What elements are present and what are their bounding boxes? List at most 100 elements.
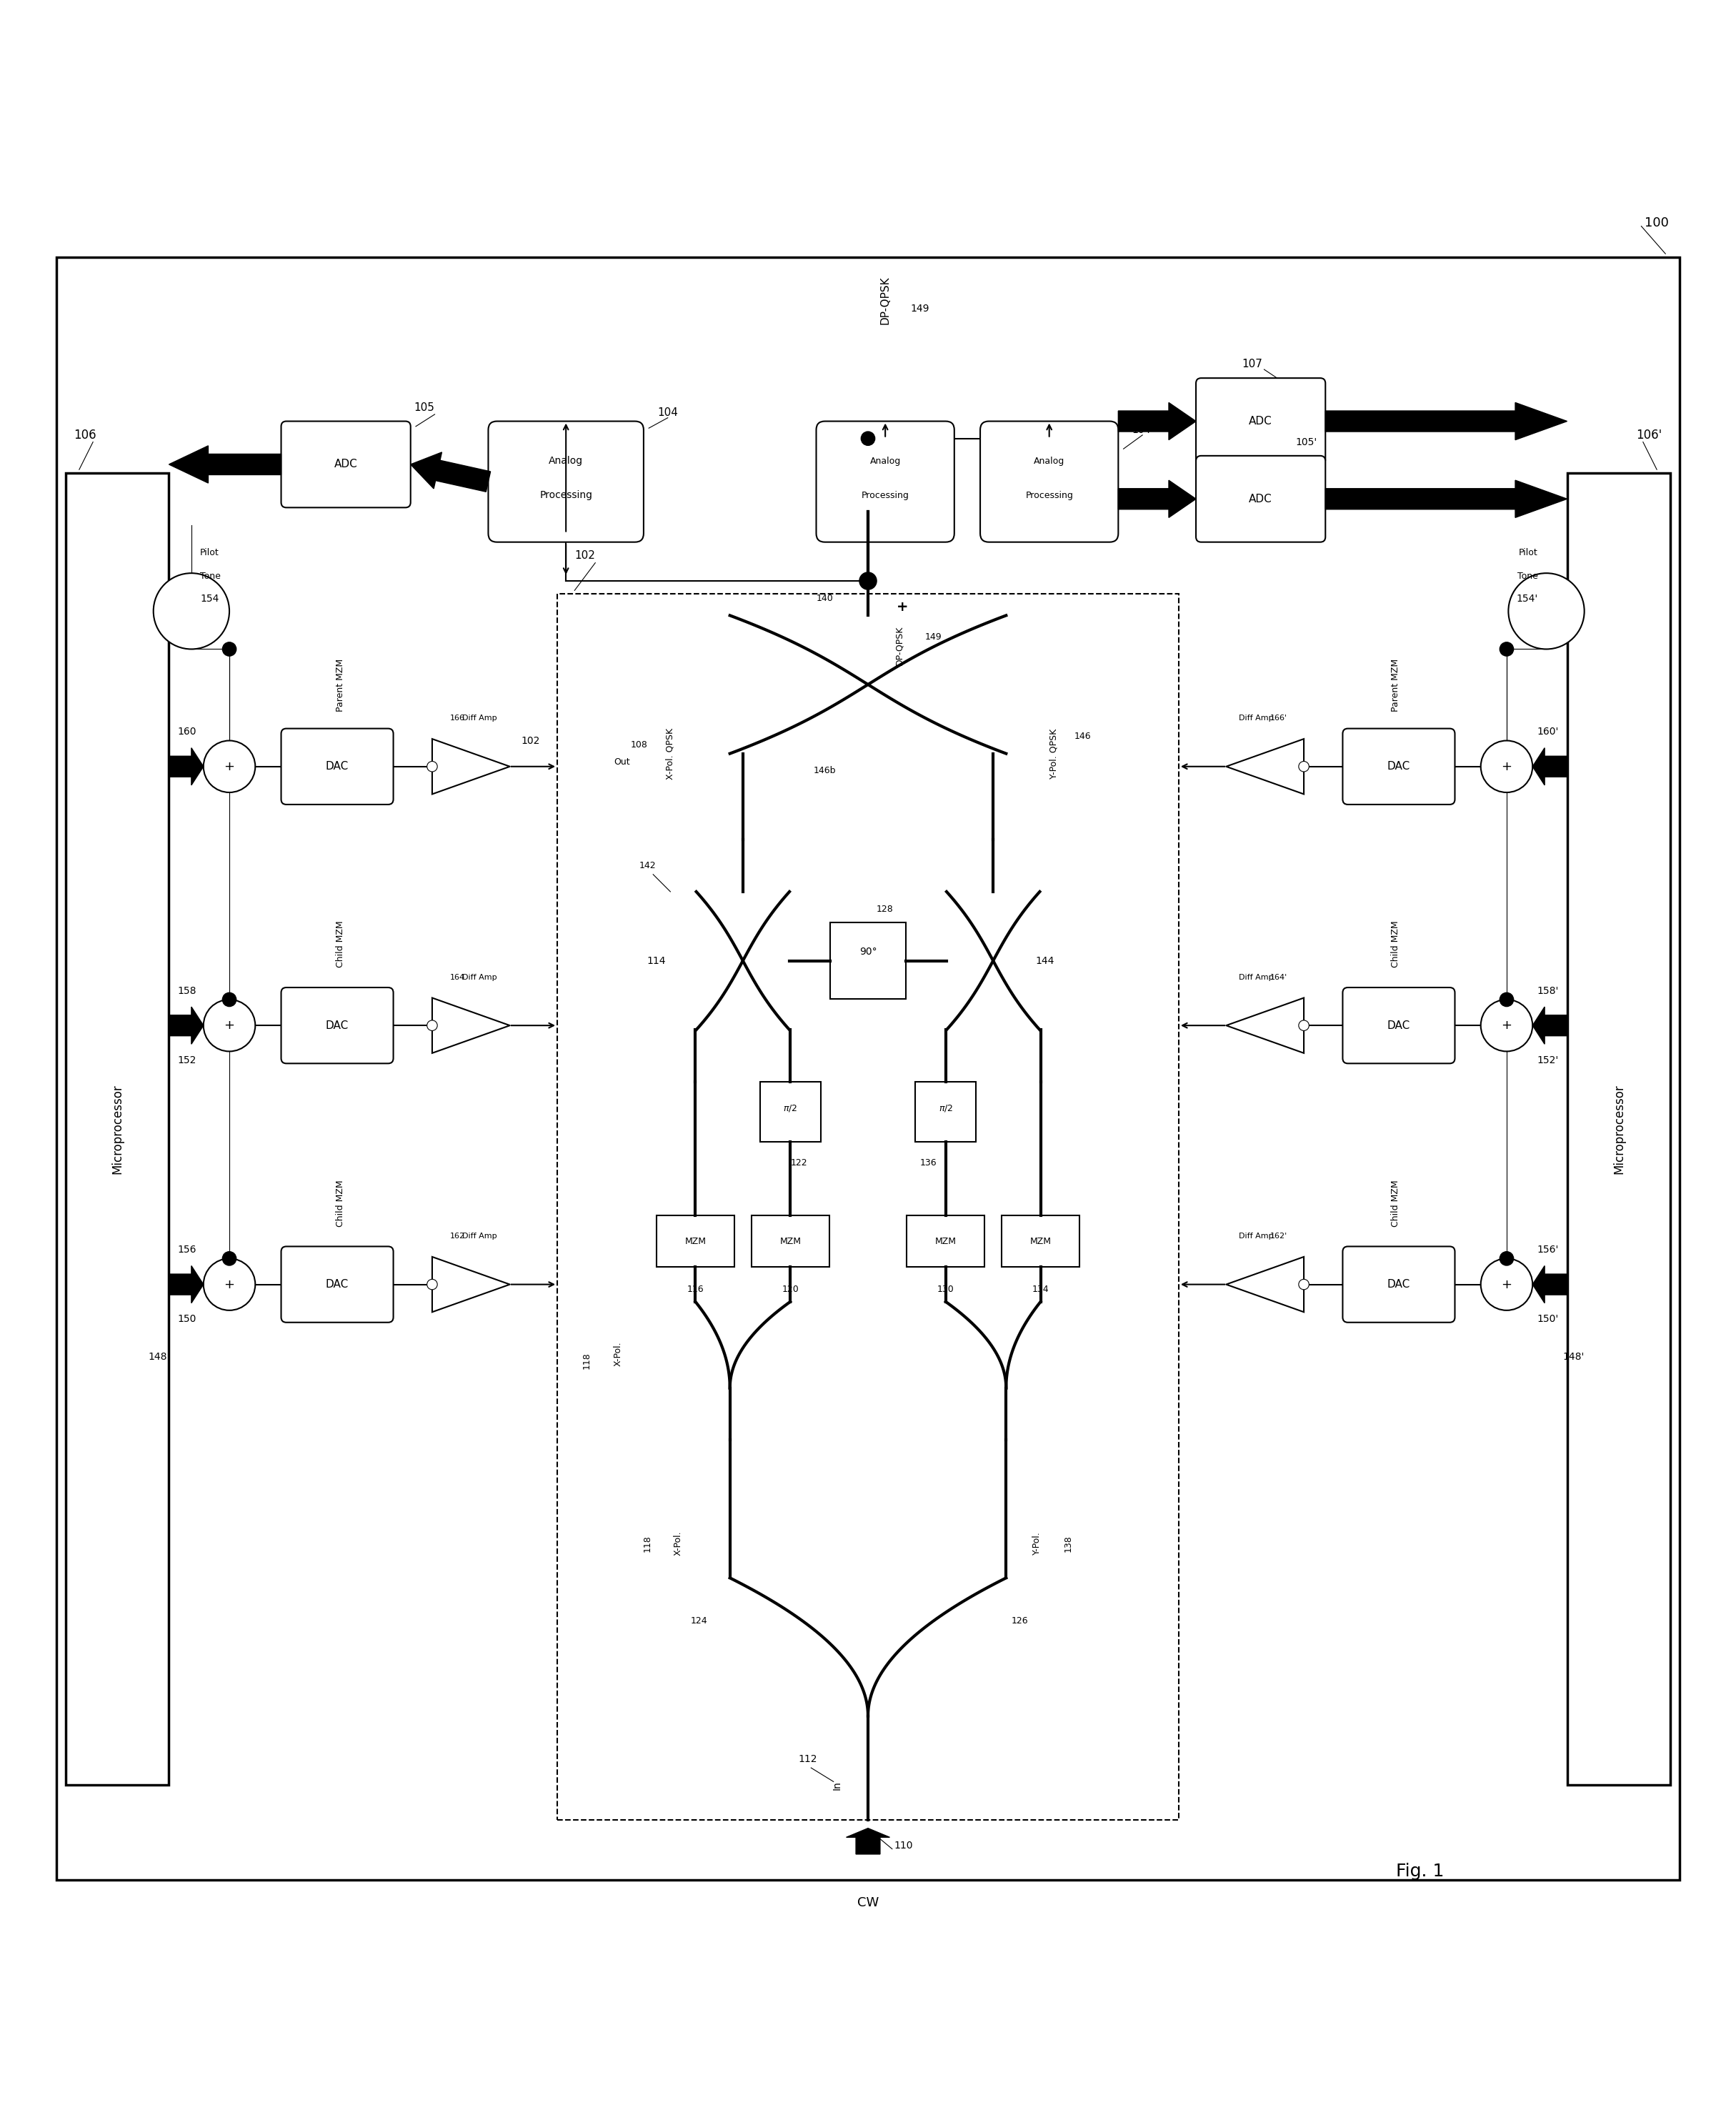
FancyArrow shape [1118,481,1196,517]
Bar [656,1215,734,1268]
Text: 105': 105' [1295,437,1318,447]
FancyBboxPatch shape [1342,1247,1455,1323]
Circle shape [1500,642,1514,655]
Text: 146b: 146b [814,765,837,776]
FancyArrow shape [1533,1266,1568,1304]
Text: Diff Amp: Diff Amp [1240,1232,1274,1240]
Text: 107: 107 [1241,358,1262,369]
Circle shape [222,642,236,655]
Text: 105: 105 [415,403,434,413]
Text: 134: 134 [1033,1285,1049,1293]
Text: 114: 114 [648,956,667,967]
Text: Tone: Tone [1517,572,1538,581]
Text: 149: 149 [910,303,929,314]
FancyBboxPatch shape [1342,988,1455,1064]
Text: 164: 164 [450,973,465,982]
Text: 166': 166' [1271,714,1288,721]
Circle shape [203,1259,255,1310]
Circle shape [1299,761,1309,772]
Text: DP-QPSK: DP-QPSK [894,625,904,666]
FancyBboxPatch shape [281,422,411,507]
FancyArrow shape [1325,481,1568,517]
Text: 124: 124 [691,1615,707,1626]
FancyArrow shape [168,748,203,784]
Circle shape [427,1278,437,1289]
Text: X-Pol.: X-Pol. [674,1531,682,1556]
Text: 160': 160' [1536,727,1559,738]
Text: 126: 126 [1012,1615,1028,1626]
Text: Processing: Processing [1026,492,1073,500]
Text: $\pi/2$: $\pi/2$ [783,1102,797,1113]
Text: 150': 150' [1536,1314,1559,1325]
Circle shape [1299,1020,1309,1030]
Text: +: + [224,1020,234,1032]
Text: 160: 160 [177,727,196,738]
FancyBboxPatch shape [1196,456,1325,543]
Text: 149: 149 [925,632,943,642]
Text: MZM: MZM [1029,1236,1052,1247]
Text: +: + [224,1278,234,1291]
Text: 156: 156 [177,1244,196,1255]
Text: Diff Amp: Diff Amp [1240,714,1274,721]
FancyArrow shape [1325,403,1568,439]
FancyArrow shape [411,452,491,492]
Text: 138: 138 [1064,1535,1073,1552]
Text: 148: 148 [148,1353,167,1361]
Text: 112: 112 [799,1753,818,1764]
Text: 156': 156' [1536,1244,1559,1255]
Text: 150: 150 [177,1314,196,1325]
Bar [66,473,168,1785]
Text: 146: 146 [1075,731,1092,742]
Text: Diff Amp: Diff Amp [462,973,496,982]
Text: Analog: Analog [549,456,583,466]
Text: Analog: Analog [870,456,901,466]
Text: Child MZM: Child MZM [1391,920,1399,967]
Circle shape [861,432,875,445]
Text: 136: 136 [920,1158,937,1168]
FancyBboxPatch shape [816,422,955,543]
Bar [915,1081,976,1143]
FancyArrow shape [845,1827,891,1855]
FancyArrow shape [1118,403,1196,439]
Text: Fig. 1: Fig. 1 [1396,1863,1444,1880]
Circle shape [1299,1278,1309,1289]
FancyBboxPatch shape [281,1247,394,1323]
Circle shape [1500,1251,1514,1266]
Text: X-Pol.: X-Pol. [613,1342,623,1365]
Text: Diff Amp: Diff Amp [462,1232,496,1240]
Text: Parent MZM: Parent MZM [337,659,345,712]
Circle shape [153,572,229,649]
Text: CW: CW [858,1895,878,1908]
FancyBboxPatch shape [281,988,394,1064]
Text: Analog: Analog [1035,456,1064,466]
Text: 106': 106' [1635,428,1661,441]
Circle shape [1481,740,1533,793]
Text: 104': 104' [1132,424,1154,435]
Text: MZM: MZM [936,1236,957,1247]
FancyArrow shape [168,445,281,483]
Text: 104: 104 [658,407,679,418]
Text: +: + [224,761,234,774]
Circle shape [203,740,255,793]
Bar [752,1215,830,1268]
Text: 102: 102 [521,736,540,746]
Text: ADC: ADC [1248,416,1272,426]
Text: 100: 100 [1644,216,1668,229]
Text: Processing: Processing [861,492,910,500]
Text: In: In [832,1781,842,1789]
FancyArrow shape [1533,1007,1568,1045]
Text: Microprocessor: Microprocessor [1613,1083,1625,1174]
Text: MZM: MZM [779,1236,800,1247]
Text: Pilot: Pilot [200,547,219,558]
Text: Child MZM: Child MZM [337,1181,345,1227]
Circle shape [1509,572,1585,649]
Text: ADC: ADC [1248,494,1272,505]
Text: Processing: Processing [540,490,592,500]
Bar [557,594,1179,1819]
Text: Child MZM: Child MZM [1391,1181,1399,1227]
Circle shape [1500,992,1514,1007]
Text: 130: 130 [937,1285,955,1293]
Text: MZM: MZM [684,1236,707,1247]
Text: 120: 120 [781,1285,799,1293]
Text: X-Pol. QPSK: X-Pol. QPSK [665,727,675,780]
